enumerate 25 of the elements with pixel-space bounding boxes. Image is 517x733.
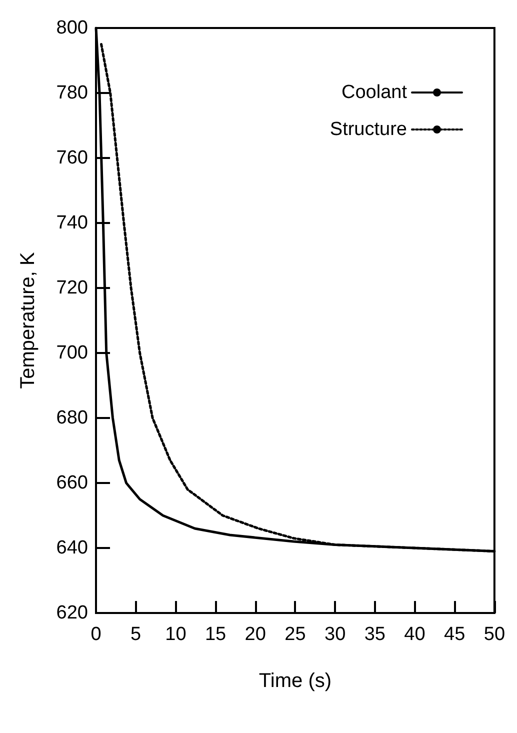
y-tick-label: 740 <box>56 212 88 234</box>
y-tick-label: 700 <box>56 342 88 364</box>
x-tick-label: 35 <box>364 624 386 645</box>
y-tick-label: 680 <box>56 408 88 428</box>
x-tick-label: 20 <box>244 624 266 645</box>
y-tick-label: 720 <box>56 278 88 298</box>
y-tick-label: 760 <box>56 148 88 168</box>
x-tick-label: 0 <box>90 624 102 645</box>
x-tick-label: 10 <box>165 624 186 645</box>
x-axis-title: Time (s) <box>258 670 332 692</box>
x-tick-label: 30 <box>324 624 346 645</box>
x-tick-label: 45 <box>444 624 466 645</box>
x-tick-label: 25 <box>284 624 306 645</box>
y-axis-title: Temperature, K <box>17 251 39 389</box>
x-tick-label: 5 <box>130 624 142 645</box>
x-tick-label: 50 <box>484 624 506 645</box>
y-tick-label: 800 <box>56 18 88 38</box>
y-tick-label: 660 <box>56 472 88 494</box>
legend-label: Structure <box>330 119 407 140</box>
y-tick-label: 640 <box>56 538 88 558</box>
x-tick-label: 40 <box>404 624 426 645</box>
legend-label: Coolant <box>342 82 408 103</box>
x-tick-label: 15 <box>204 624 226 645</box>
y-tick-label: 780 <box>56 82 88 104</box>
y-tick-label: 620 <box>56 602 88 624</box>
